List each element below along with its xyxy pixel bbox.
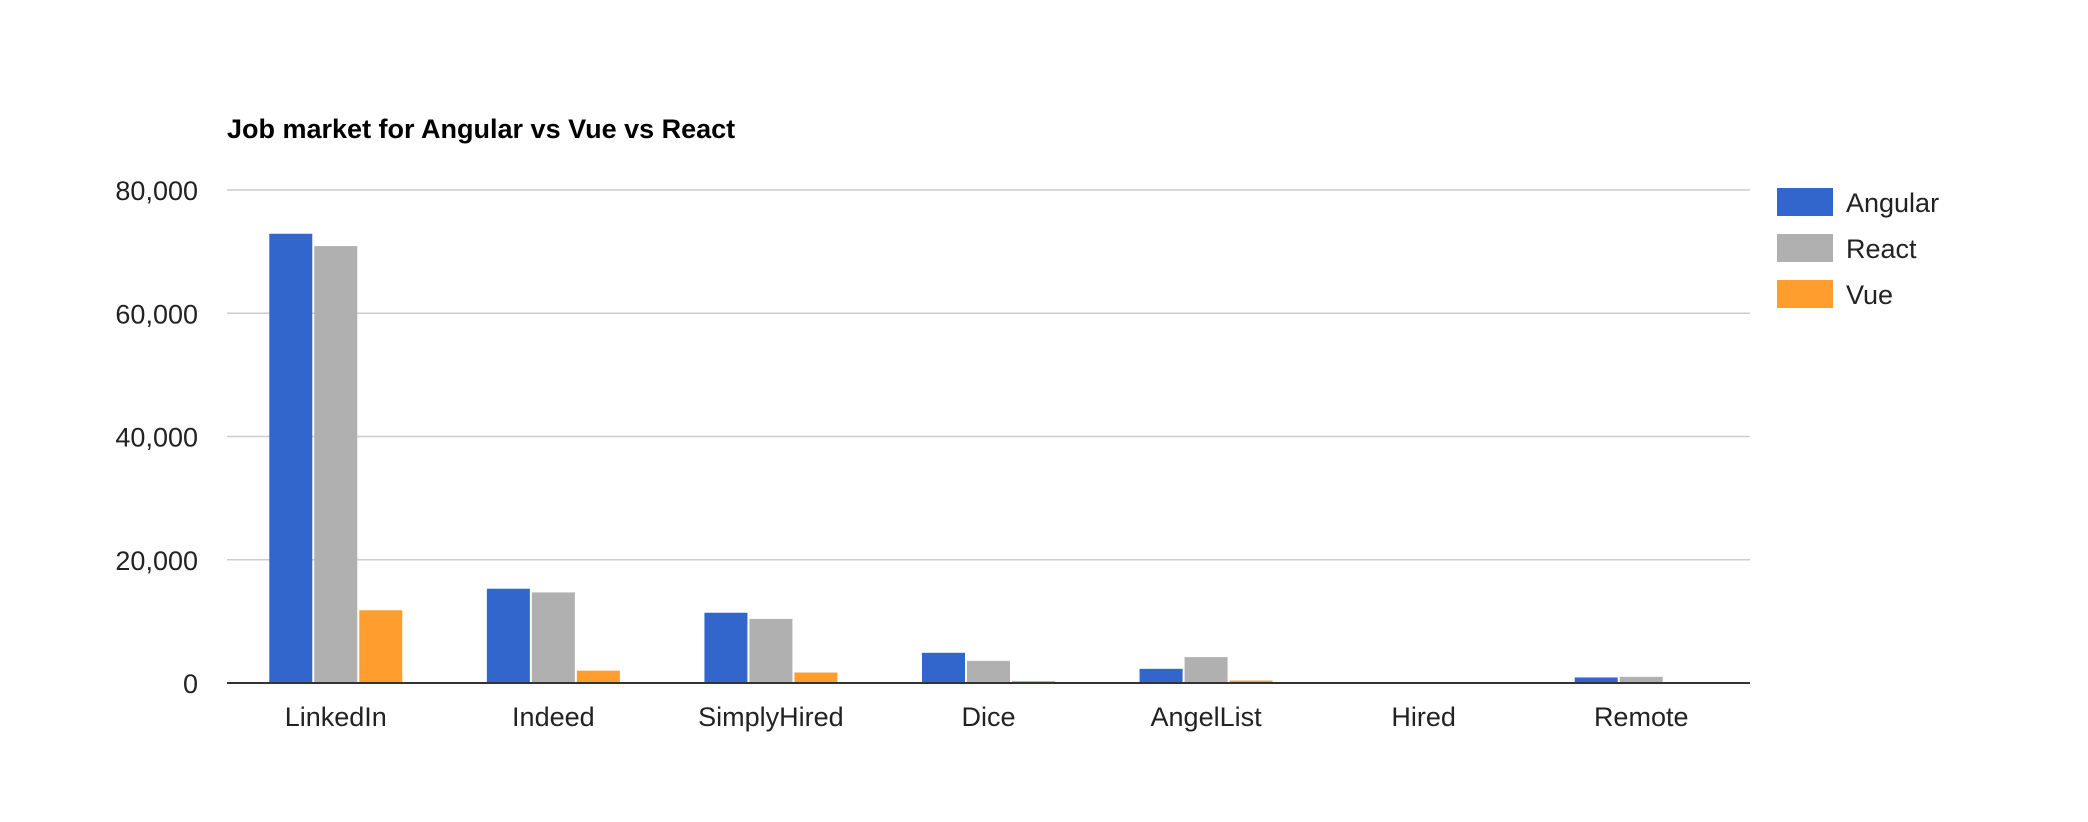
y-tick-label: 80,000: [115, 176, 198, 206]
x-category-label: SimplyHired: [698, 702, 844, 732]
legend-label-angular: Angular: [1846, 188, 1939, 218]
bar-vue-simplyhired: [794, 673, 837, 683]
x-category-label: Indeed: [512, 702, 595, 732]
gridlines: [227, 190, 1750, 560]
x-category-label: AngelList: [1151, 702, 1263, 732]
legend-swatch-angular: [1777, 188, 1833, 216]
bar-react-simplyhired: [749, 619, 792, 683]
bar-angular-indeed: [487, 589, 530, 683]
bar-react-indeed: [532, 592, 575, 683]
bar-react-linkedin: [314, 246, 357, 683]
legend-swatch-react: [1777, 234, 1833, 262]
bars: [269, 234, 1707, 683]
x-axis-labels: LinkedIn Indeed SimplyHired Dice AngelList Hi…: [285, 702, 1689, 732]
legend-label-react: React: [1846, 234, 1917, 264]
x-category-label: Remote: [1594, 702, 1689, 732]
bar-react-dice: [967, 661, 1010, 683]
bar-angular-linkedin: [269, 234, 312, 683]
legend: Angular React Vue: [1777, 188, 1939, 310]
x-category-label: Hired: [1391, 702, 1456, 732]
legend-label-vue: Vue: [1846, 280, 1893, 310]
bar-vue-linkedin: [359, 610, 402, 683]
bar-angular-simplyhired: [704, 613, 747, 683]
x-category-label: LinkedIn: [285, 702, 387, 732]
y-axis-ticks: 0 20,000 40,000 60,000 80,000: [115, 176, 198, 699]
y-tick-label: 0: [183, 669, 198, 699]
bar-react-angellist: [1185, 657, 1228, 683]
x-category-label: Dice: [961, 702, 1015, 732]
y-tick-label: 60,000: [115, 299, 198, 329]
legend-swatch-vue: [1777, 280, 1833, 308]
y-tick-label: 20,000: [115, 546, 198, 576]
bar-angular-angellist: [1140, 669, 1183, 683]
bar-vue-indeed: [577, 671, 620, 683]
y-tick-label: 40,000: [115, 423, 198, 453]
chart-title: Job market for Angular vs Vue vs React: [227, 114, 735, 144]
bar-angular-dice: [922, 653, 965, 683]
